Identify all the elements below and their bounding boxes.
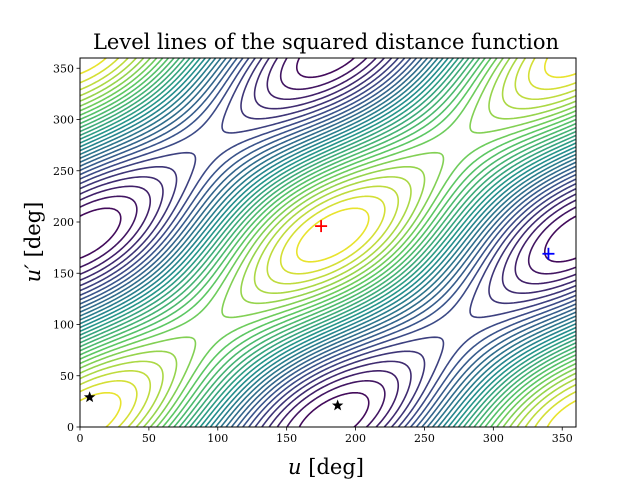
contour-lines — [80, 58, 576, 427]
plot-frame — [79, 57, 577, 428]
contour-level-18 — [80, 58, 576, 427]
contour-level-15 — [80, 58, 576, 427]
x-tick-label: 200 — [345, 432, 366, 445]
y-tick-label: 150 — [53, 267, 74, 280]
contour-level-29 — [80, 58, 576, 427]
x-axis-variable: u — [288, 455, 302, 479]
y-tick-label: 0 — [67, 421, 74, 434]
contour-level-8 — [80, 58, 576, 427]
saddle-marker-1 — [83, 391, 96, 403]
x-tick-label: 300 — [483, 432, 504, 445]
chart-title: Level lines of the squared distance func… — [93, 30, 559, 54]
contour-level-1 — [80, 58, 576, 427]
x-tick-label: 350 — [552, 432, 573, 445]
contour-level-2 — [80, 58, 576, 427]
contour-level-14 — [80, 58, 576, 427]
contour-level-16 — [80, 58, 576, 427]
critical-point-markers — [83, 220, 555, 411]
contour-level-28 — [80, 58, 576, 427]
contour-level-17 — [80, 58, 576, 427]
y-tick-label: 200 — [53, 216, 74, 229]
saddle-marker-2 — [331, 399, 344, 411]
y-axis-variable: u′ — [21, 264, 45, 283]
y-axis-ticks: 0 50 100 150 200 250 300 350 — [53, 62, 80, 434]
contour-level-20 — [80, 58, 576, 427]
y-tick-label: 100 — [53, 319, 74, 332]
y-tick-label: 350 — [53, 62, 74, 75]
x-tick-label: 100 — [207, 432, 228, 445]
contour-level-7 — [80, 58, 576, 427]
x-tick-label: 50 — [142, 432, 156, 445]
contour-level-19 — [80, 58, 576, 427]
x-axis-unit: [deg] — [308, 455, 364, 479]
x-tick-label: 150 — [276, 432, 297, 445]
contour-level-22 — [80, 58, 576, 427]
x-tick-label: 0 — [77, 432, 84, 445]
contour-level-23 — [80, 58, 576, 427]
y-tick-label: 300 — [53, 114, 74, 127]
y-tick-label: 250 — [53, 165, 74, 178]
y-axis-label: u′ [deg] — [21, 202, 45, 283]
contour-level-9 — [80, 58, 576, 427]
contour-level-3 — [80, 58, 576, 427]
x-axis-ticks: 0 50 100 150 200 250 300 350 — [77, 427, 573, 445]
contour-level-5 — [80, 58, 576, 427]
contour-level-6 — [80, 58, 576, 427]
y-axis-unit: [deg] — [21, 202, 45, 258]
contour-level-4 — [80, 58, 576, 427]
y-tick-label: 50 — [60, 370, 74, 383]
x-tick-label: 250 — [414, 432, 435, 445]
contour-level-25 — [80, 58, 576, 427]
x-axis-label: u [deg] — [288, 455, 364, 479]
contour-level-30 — [80, 58, 576, 427]
contour-level-10 — [80, 58, 576, 427]
